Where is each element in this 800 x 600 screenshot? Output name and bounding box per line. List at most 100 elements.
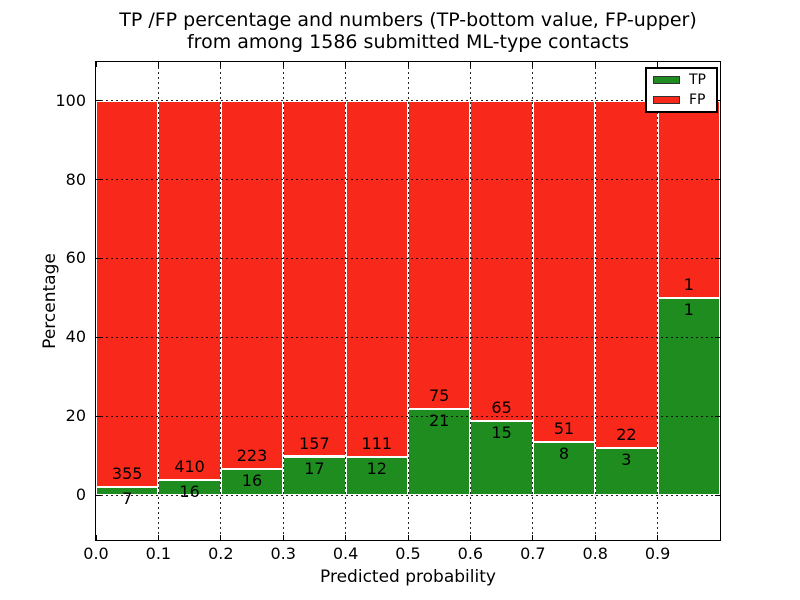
- x-gridline: [220, 62, 222, 540]
- y-tick-mark: [96, 179, 101, 181]
- y-gridline: [96, 415, 720, 417]
- y-tick-label: 60: [65, 248, 86, 268]
- legend-item-fp: FP: [653, 91, 710, 108]
- x-axis-label: Predicted probability: [320, 567, 496, 587]
- x-tick-label: 0.4: [332, 544, 359, 563]
- fp-count-label: 1: [683, 274, 694, 294]
- x-tick-label: 0.8: [582, 544, 608, 563]
- y-tick-label: 80: [65, 169, 86, 189]
- x-tick-label: 0.2: [208, 544, 234, 563]
- fp-bar-segment: [345, 100, 408, 457]
- tp-legend-swatch: [653, 76, 680, 84]
- x-tick-mark: [532, 535, 534, 540]
- x-gridline: [532, 62, 534, 540]
- x-tick-label: 0.3: [270, 544, 296, 563]
- tp-count-label: 12: [366, 458, 387, 478]
- x-tick-mark-top: [532, 62, 534, 67]
- fp-legend-swatch: [653, 96, 680, 104]
- fp-bar-segment: [158, 100, 221, 481]
- x-tick-label: 0.1: [145, 544, 172, 563]
- chart-title-line2: from among 1586 submitted ML-type contac…: [186, 31, 630, 53]
- x-tick-mark-top: [657, 62, 659, 67]
- fp-count-label: 22: [616, 424, 637, 444]
- y-tick-mark-right: [715, 494, 720, 496]
- tp-bar-segment: [595, 447, 658, 496]
- x-tick-label: 0.9: [644, 544, 671, 563]
- x-tick-mark-top: [220, 62, 222, 67]
- y-tick-label: 20: [65, 406, 86, 426]
- x-gridline: [594, 62, 596, 540]
- fp-legend-label: FP: [689, 91, 706, 108]
- fp-count-label: 75: [429, 385, 450, 405]
- y-gridline: [96, 336, 720, 338]
- fp-bar-segment: [283, 100, 346, 457]
- tp-count-label: 17: [304, 458, 325, 478]
- tp-count-label: 16: [241, 470, 263, 490]
- plot-area: 355 7 410 16 223 16 157 17 111 12 75 21 65 15 51 8 22 3 1 1…: [95, 61, 721, 541]
- x-tick-mark: [345, 535, 347, 540]
- x-tick-label: 0.6: [457, 544, 484, 563]
- fp-count-label: 65: [491, 398, 512, 418]
- x-gridline: [407, 62, 409, 540]
- legend-item-tp: TP: [653, 71, 710, 88]
- fp-bar-segment: [532, 100, 596, 442]
- x-tick-mark-top: [469, 62, 471, 67]
- tp-count-label: 3: [621, 449, 632, 469]
- x-gridline: [469, 62, 471, 540]
- y-gridline: [96, 100, 720, 102]
- fp-bar-segment: [96, 100, 159, 488]
- x-tick-mark-top: [282, 62, 284, 67]
- y-tick-mark-right: [715, 336, 720, 338]
- tp-count-label: 16: [179, 482, 200, 502]
- y-tick-label: 0: [75, 485, 86, 505]
- tp-count-label: 8: [558, 443, 570, 463]
- x-tick-label: 0.0: [83, 544, 109, 563]
- x-tick-mark-top: [157, 62, 159, 67]
- tp-count-label: 15: [491, 423, 512, 443]
- y-gridline: [96, 257, 720, 259]
- y-tick-mark: [96, 415, 101, 417]
- y-tick-mark: [96, 494, 101, 496]
- y-tick-mark: [96, 100, 101, 102]
- x-tick-mark: [657, 535, 659, 540]
- tp-legend-label: TP: [689, 71, 706, 88]
- x-gridline: [657, 62, 659, 540]
- tp-bar-segment: [657, 297, 720, 496]
- x-gridline: [157, 62, 159, 540]
- y-axis-label: Percentage: [40, 253, 60, 349]
- chart-title-line1: TP /FP percentage and numbers (TP-bottom…: [119, 9, 697, 31]
- x-tick-mark: [407, 535, 409, 540]
- y-tick-mark: [96, 336, 101, 338]
- y-gridline: [96, 179, 720, 181]
- x-gridline: [345, 62, 347, 540]
- x-tick-mark-top: [407, 62, 409, 67]
- fp-bar-segment: [408, 100, 471, 409]
- x-tick-mark: [469, 535, 471, 540]
- fp-bar-segment: [595, 100, 658, 448]
- fp-count-label: 410: [174, 457, 205, 477]
- y-tick-mark-right: [715, 257, 720, 259]
- tp-count-label: 1: [683, 299, 694, 319]
- chart-title: TP /FP percentage and numbers (TP-bottom…: [96, 9, 720, 53]
- y-tick-mark-right: [715, 179, 720, 181]
- x-gridline: [282, 62, 284, 540]
- x-tick-mark-top: [594, 62, 596, 67]
- x-tick-label: 0.5: [395, 544, 421, 563]
- legend: TP FP: [645, 67, 718, 113]
- x-tick-mark: [95, 535, 97, 540]
- y-tick-label: 40: [65, 327, 86, 347]
- fp-count-label: 157: [299, 433, 330, 453]
- tp-count-label: 21: [429, 410, 450, 430]
- fp-count-label: 111: [361, 433, 393, 453]
- y-tick-mark-right: [715, 415, 720, 417]
- tp-bar-segment: [532, 441, 596, 496]
- fp-count-label: 51: [553, 418, 575, 438]
- tp-count-label: 7: [122, 489, 133, 509]
- tp-bar-segment: [408, 408, 471, 496]
- tp-bar-segment: [220, 468, 284, 496]
- x-tick-label: 0.7: [520, 544, 546, 563]
- fp-bar-segment: [220, 100, 284, 469]
- x-tick-mark: [157, 535, 159, 540]
- x-tick-mark: [594, 535, 596, 540]
